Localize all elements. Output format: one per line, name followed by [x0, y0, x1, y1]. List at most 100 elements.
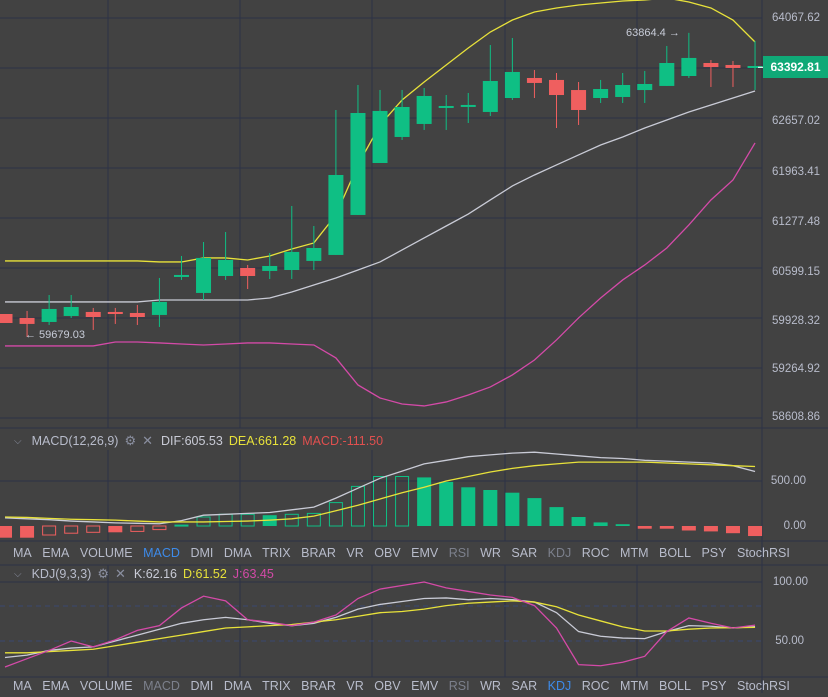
macd-histogram-bar [417, 477, 432, 526]
tab-boll[interactable]: BOLL [659, 546, 691, 560]
tab-mtm[interactable]: MTM [620, 546, 649, 560]
macd-histogram-bar [527, 498, 542, 526]
tab-ema[interactable]: EMA [42, 679, 70, 693]
tab-boll[interactable]: BOLL [659, 679, 691, 693]
macd-header: ⌵ MACD(12,26,9) ⚙ ✕ DIF:605.53 DEA:661.2… [14, 433, 383, 449]
current-price-tag: 63392.81 [763, 56, 828, 79]
candle-body [615, 84, 631, 97]
tab-dmi[interactable]: DMI [190, 546, 214, 560]
price-axis-label: 61277.48 [772, 215, 820, 228]
tab-macd[interactable]: MACD [143, 546, 180, 560]
tab-kdj[interactable]: KDJ [547, 679, 572, 693]
tab-volume[interactable]: VOLUME [79, 679, 133, 693]
tab-emv[interactable]: EMV [411, 679, 439, 693]
macd-title: MACD(12,26,9) [31, 434, 119, 448]
tab-ma[interactable]: MA [13, 546, 32, 560]
tab-trix[interactable]: TRIX [262, 546, 291, 560]
tab-vr[interactable]: VR [346, 546, 364, 560]
tab-ema[interactable]: EMA [42, 546, 70, 560]
tab-wr[interactable]: WR [480, 679, 501, 693]
macd-histogram-bar [152, 525, 167, 531]
price-axis-label: 59928.32 [772, 314, 820, 327]
macd-histogram-bar [64, 525, 79, 534]
tab-mtm[interactable]: MTM [620, 679, 649, 693]
macd-histogram-bar [748, 526, 763, 537]
macd-histogram-bar [659, 526, 674, 529]
candle-body [19, 317, 35, 324]
tab-brar[interactable]: BRAR [301, 679, 336, 693]
candle-body [173, 274, 189, 277]
tab-macd[interactable]: MACD [143, 679, 180, 693]
j-line [4, 581, 756, 668]
tab-emv[interactable]: EMV [411, 546, 439, 560]
candle-body [659, 62, 675, 86]
tab-kdj[interactable]: KDJ [547, 546, 572, 560]
tab-rsi[interactable]: RSI [448, 679, 470, 693]
dif-value: DIF:605.53 [161, 434, 223, 448]
candle-body [438, 105, 454, 108]
tab-roc[interactable]: ROC [581, 679, 610, 693]
tab-dmi[interactable]: DMI [190, 679, 214, 693]
tab-obv[interactable]: OBV [374, 679, 401, 693]
macd-histogram-bar [461, 487, 476, 526]
macd-value: MACD:-111.50 [302, 434, 384, 448]
boll-lower-line [5, 142, 756, 407]
chevron-down-icon[interactable]: ⌵ [14, 435, 22, 447]
candle-body [350, 112, 366, 215]
macd-histogram-bar [0, 526, 12, 538]
close-icon[interactable]: ✕ [115, 566, 126, 581]
tab-volume[interactable]: VOLUME [79, 546, 133, 560]
macd-histogram-bar [350, 485, 365, 527]
kdj-title: KDJ(9,3,3) [31, 567, 92, 581]
tab-obv[interactable]: OBV [374, 546, 401, 560]
macd-histogram-bar [615, 524, 630, 526]
candle-body [129, 312, 145, 317]
tab-stochrsi[interactable]: StochRSI [736, 679, 790, 693]
tab-dma[interactable]: DMA [223, 679, 252, 693]
tab-sar[interactable]: SAR [511, 546, 538, 560]
close-icon[interactable]: ✕ [142, 433, 153, 448]
macd-histogram-bar [439, 481, 454, 526]
macd-histogram-bar [284, 513, 299, 527]
candle-body [681, 57, 697, 77]
kdj-axis-50: 50.00 [775, 635, 804, 647]
macd-histogram-bar [549, 507, 564, 526]
tab-dma[interactable]: DMA [223, 546, 252, 560]
macd-histogram-bar [505, 492, 520, 526]
tab-rsi[interactable]: RSI [448, 546, 470, 560]
candle-body [747, 65, 763, 68]
macd-histogram-bar [593, 522, 608, 526]
k-line [4, 597, 756, 659]
candle-body [504, 71, 520, 99]
j-value: J:63.45 [232, 567, 274, 581]
candle-body [460, 104, 476, 107]
indicator-tabs-macd: MA EMA VOLUME MACD DMI DMA TRIX BRAR VR OBV EMV RSI… [13, 542, 790, 564]
tab-wr[interactable]: WR [480, 546, 501, 560]
indicator-tabs-kdj: MA EMA VOLUME MACD DMI DMA TRIX BRAR VR OBV EMV RSI… [13, 675, 790, 697]
price-axis-label: 62657.02 [772, 115, 820, 128]
tab-vr[interactable]: VR [346, 679, 364, 693]
chevron-down-icon[interactable]: ⌵ [14, 568, 22, 580]
tab-psy[interactable]: PSY [701, 546, 727, 560]
gear-icon[interactable]: ⚙ [97, 566, 109, 581]
tab-ma[interactable]: MA [13, 679, 32, 693]
price-axis-label: 59264.92 [772, 363, 820, 376]
macd-histogram-bar [218, 513, 233, 527]
macd-histogram-bar [395, 476, 410, 527]
tab-psy[interactable]: PSY [701, 679, 727, 693]
tab-stochrsi[interactable]: StochRSI [736, 546, 790, 560]
candle-body [306, 247, 322, 261]
candle-body [284, 251, 300, 270]
macd-histogram-bar [571, 517, 586, 526]
tab-roc[interactable]: ROC [581, 546, 610, 560]
tab-trix[interactable]: TRIX [262, 679, 291, 693]
candle-body [63, 306, 79, 316]
candle-body [703, 62, 719, 68]
macd-histogram-bar [42, 525, 57, 536]
gear-icon[interactable]: ⚙ [124, 433, 137, 448]
kdj-axis-100: 100.00 [772, 576, 808, 588]
tab-brar[interactable]: BRAR [301, 546, 336, 560]
tab-sar[interactable]: SAR [511, 679, 538, 693]
candle-body [394, 107, 410, 137]
